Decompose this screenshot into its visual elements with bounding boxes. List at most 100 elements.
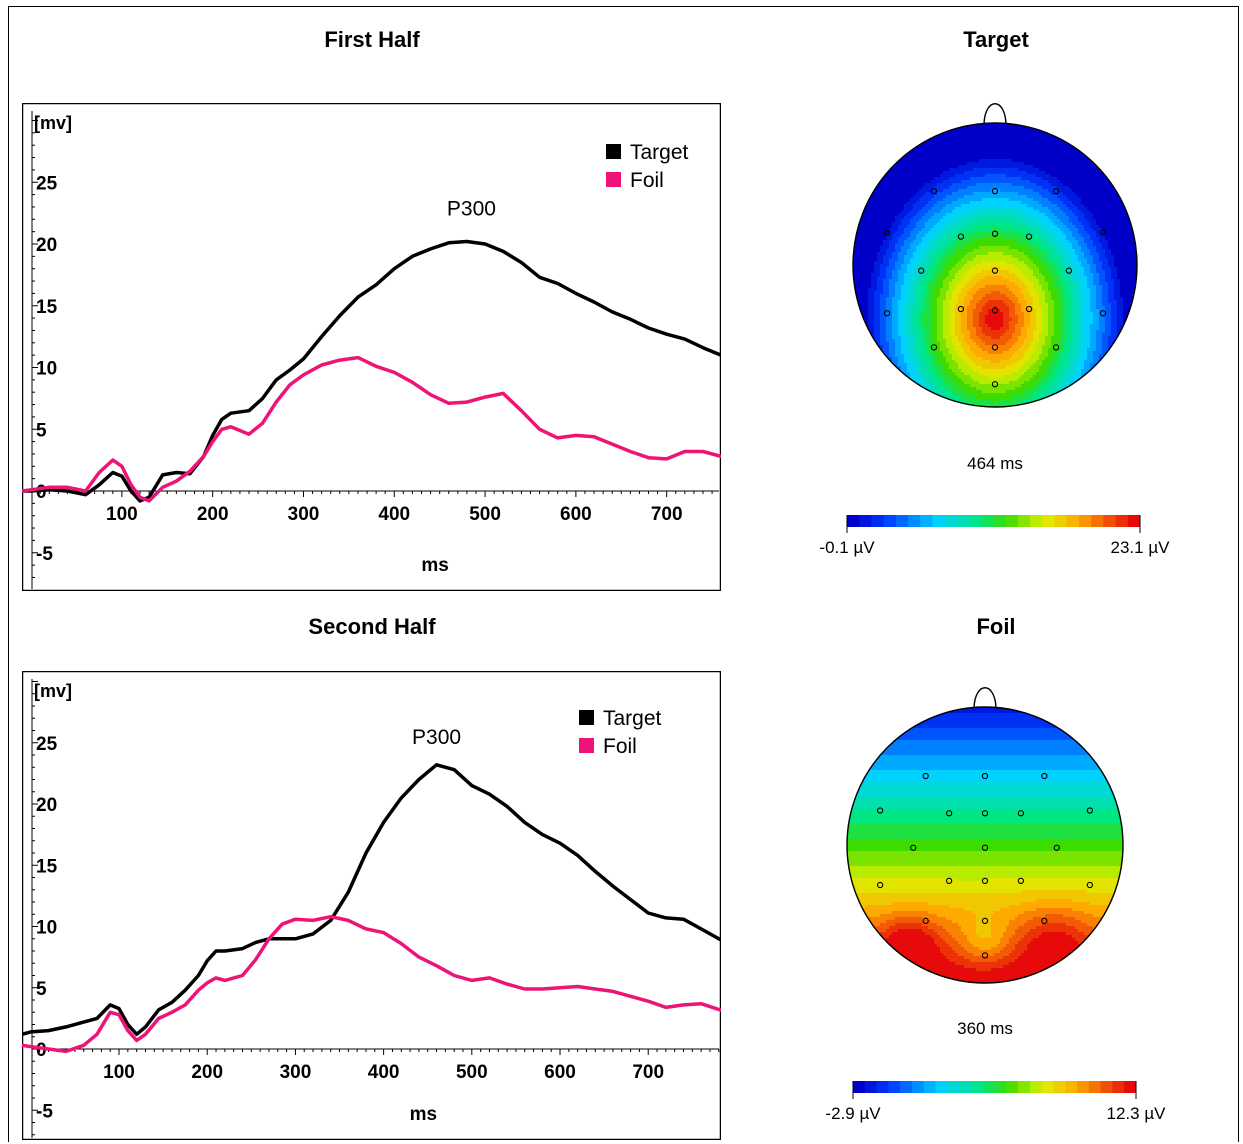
legend-label-target: Target bbox=[630, 141, 689, 164]
y-axis-label: [mv] bbox=[34, 113, 72, 133]
x-tick-label: 400 bbox=[378, 504, 410, 525]
y-tick-label: 15 bbox=[36, 856, 58, 877]
scale-bar-segment bbox=[1124, 1081, 1137, 1093]
scale-bar-segment bbox=[944, 515, 958, 527]
y-tick-label: 5 bbox=[36, 979, 47, 1000]
electrode-marker bbox=[945, 877, 953, 885]
scale-bar-segment bbox=[1005, 515, 1019, 527]
scale-bar-segment bbox=[1030, 515, 1043, 527]
y-tick-label: 0 bbox=[36, 482, 47, 503]
electrode-marker bbox=[981, 844, 989, 851]
scale-min-label: -0.1 µV bbox=[819, 538, 875, 557]
electrode-marker bbox=[1017, 810, 1025, 817]
y-axis-label: [mv] bbox=[34, 681, 72, 701]
electrode-marker bbox=[981, 877, 989, 885]
x-tick-label: 700 bbox=[651, 504, 683, 525]
y-tick-label: 25 bbox=[36, 734, 58, 755]
x-tick-label: 500 bbox=[469, 504, 501, 525]
scale-bar-segment bbox=[959, 1081, 972, 1093]
electrode-marker bbox=[922, 917, 929, 925]
plot-border bbox=[22, 103, 721, 591]
x-tick-label: 300 bbox=[288, 504, 320, 525]
scalp-field bbox=[847, 707, 1123, 983]
y-tick-label: 15 bbox=[36, 297, 58, 318]
y-tick-label: 0 bbox=[36, 1040, 47, 1061]
scale-bar-segment bbox=[1091, 515, 1104, 527]
legend-label-target: Target bbox=[603, 707, 662, 730]
x-tick-label: 100 bbox=[103, 1062, 135, 1083]
legend-label-foil: Foil bbox=[630, 169, 664, 192]
target-title: Target bbox=[963, 27, 1029, 52]
electrode-marker bbox=[1017, 877, 1025, 885]
scale-bar-segment bbox=[888, 1081, 901, 1093]
x-tick-label: 600 bbox=[544, 1062, 576, 1083]
scale-bar-segment bbox=[981, 515, 994, 527]
scale-bar-segment bbox=[956, 515, 970, 527]
electrode-marker bbox=[910, 844, 917, 851]
scale-bar-segment bbox=[1127, 515, 1141, 527]
legend-swatch-target bbox=[579, 710, 594, 725]
x-tick-label: 200 bbox=[197, 504, 229, 525]
y-tick-label: 20 bbox=[36, 235, 57, 256]
electrode-marker bbox=[1025, 305, 1033, 313]
scale-bar-segment bbox=[859, 515, 872, 527]
scale-bar-segment bbox=[982, 1081, 995, 1093]
series-line-target bbox=[22, 763, 721, 1037]
series-line-target bbox=[22, 239, 721, 503]
electrode-marker bbox=[930, 344, 938, 351]
scale-bar-segment bbox=[935, 1081, 948, 1093]
legend-swatch-target bbox=[606, 144, 621, 159]
scale-bar-segment bbox=[923, 1081, 937, 1093]
scale-bar-segment bbox=[920, 515, 933, 527]
plot-border bbox=[22, 671, 721, 1140]
x-tick-label: 500 bbox=[456, 1062, 488, 1083]
y-tick-label: -5 bbox=[36, 1101, 53, 1122]
x-tick-label: 100 bbox=[106, 504, 138, 525]
electrode-marker bbox=[991, 344, 999, 351]
scale-bar-segment bbox=[900, 1081, 913, 1093]
electrode-marker bbox=[883, 310, 891, 317]
scale-min-label: -2.9 µV bbox=[825, 1104, 881, 1123]
series-line-foil bbox=[22, 914, 721, 1054]
x-tick-label: 300 bbox=[280, 1062, 312, 1083]
scale-bar-segment bbox=[1054, 515, 1068, 527]
y-tick-label: -5 bbox=[36, 544, 53, 565]
scale-bar-segment bbox=[1078, 515, 1092, 527]
second-half-title: Second Half bbox=[308, 614, 436, 639]
electrode-marker bbox=[1053, 844, 1060, 851]
y-tick-label: 10 bbox=[36, 918, 57, 939]
head-outline bbox=[846, 706, 1124, 984]
scale-bar-segment bbox=[1112, 1081, 1125, 1093]
electrode-marker bbox=[945, 810, 953, 817]
y-tick-label: 25 bbox=[36, 173, 58, 194]
scale-bar-segment bbox=[932, 515, 946, 527]
time-label: 464 ms bbox=[967, 454, 1023, 473]
x-axis-label: ms bbox=[410, 1104, 437, 1125]
scale-bar-segment bbox=[908, 515, 921, 527]
erp-chart-second-half: -5 0 5 10 15 20 25 100 200 300 400 500 600 700 [mv] ms P… bbox=[22, 671, 721, 1140]
legend-swatch-foil bbox=[579, 738, 594, 753]
electrode-marker bbox=[1099, 229, 1107, 236]
electrode-marker bbox=[957, 233, 965, 240]
series-line-foil bbox=[22, 355, 721, 503]
scale-bar-segment bbox=[1029, 1081, 1043, 1093]
electrode-marker bbox=[1086, 881, 1094, 889]
time-label: 360 ms bbox=[957, 1019, 1013, 1038]
p300-annotation: P300 bbox=[447, 198, 496, 221]
erp-chart-first-half: -5 0 5 10 15 20 25 100 200 300 400 500 600 700 [mv] ms P… bbox=[22, 103, 721, 591]
legend-swatch-foil bbox=[606, 172, 621, 187]
electrode-marker bbox=[930, 188, 938, 195]
electrode-marker bbox=[1041, 772, 1048, 780]
scale-bar-segment bbox=[847, 515, 860, 527]
scale-bar-segment bbox=[853, 1081, 866, 1093]
legend-label-foil: Foil bbox=[603, 735, 637, 758]
scale-bar-segment bbox=[1103, 515, 1117, 527]
scale-bar-segment bbox=[895, 515, 909, 527]
electrode-marker bbox=[991, 267, 999, 274]
y-tick-label: 10 bbox=[36, 359, 57, 380]
scale-bar-segment bbox=[970, 1081, 984, 1093]
topomap-foil: 360 ms -2.9 µV 12.3 µV bbox=[825, 687, 1166, 1123]
scale-bar-segment bbox=[1100, 1081, 1113, 1093]
scale-bar-segment bbox=[1042, 515, 1056, 527]
electrode-marker bbox=[1065, 267, 1072, 274]
